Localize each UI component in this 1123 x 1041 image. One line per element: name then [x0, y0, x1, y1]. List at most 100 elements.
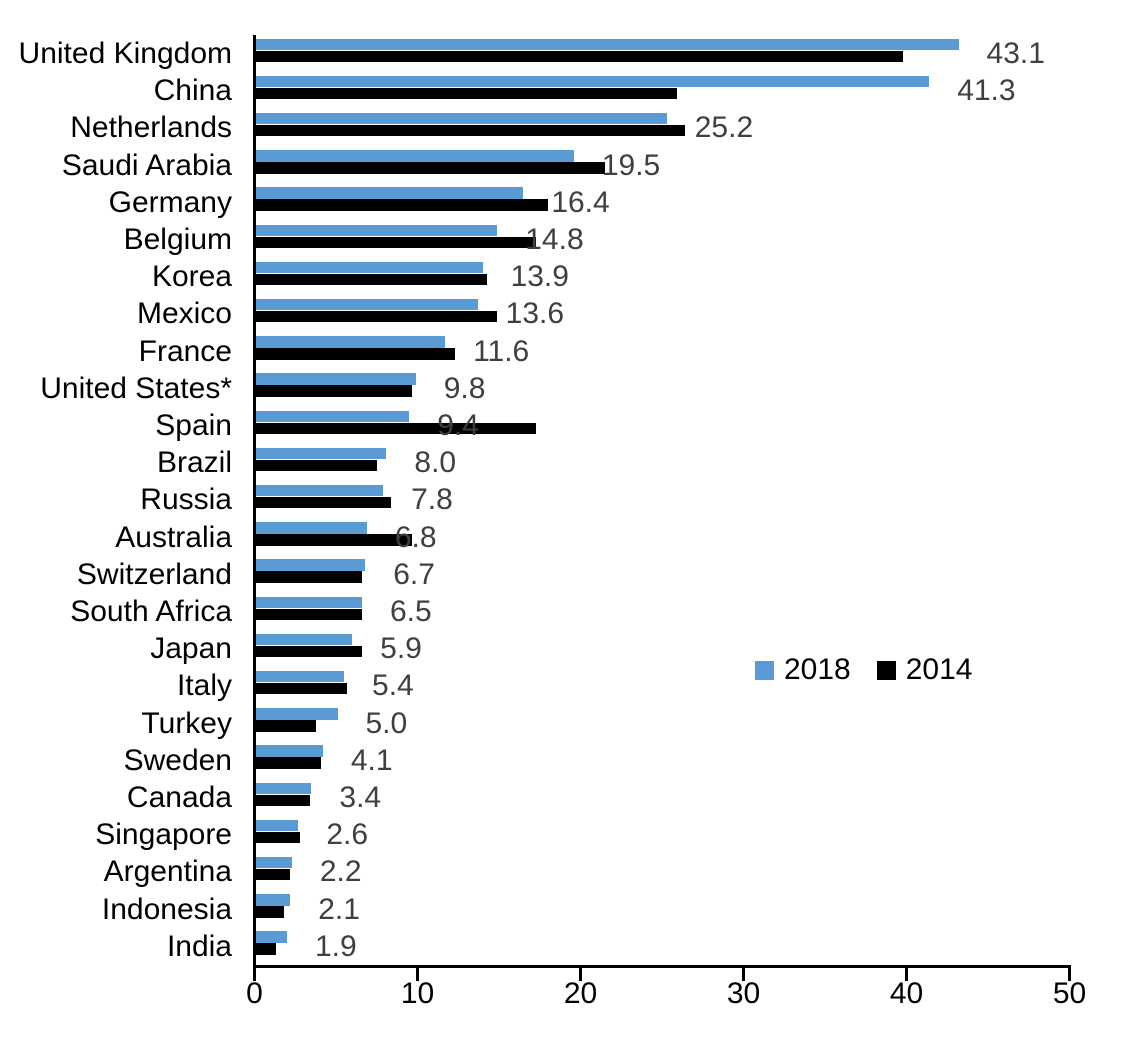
bar-2014-indonesia — [256, 906, 284, 918]
bar-2014-sweden — [256, 757, 322, 769]
bar-2014-brazil — [256, 459, 377, 472]
bar-2018-canada — [256, 782, 312, 794]
category-label-france: France — [138, 334, 232, 368]
bar-2018-germany — [256, 187, 524, 199]
legend-item-2014: 2014 — [876, 650, 973, 690]
category-label-singapore: Singapore — [95, 818, 232, 852]
bar-2014-france — [256, 348, 455, 360]
bar-2014-italy — [256, 682, 348, 695]
category-label-saudi-arabia: Saudi Arabia — [61, 148, 232, 182]
bar-2014-mexico — [256, 310, 498, 323]
value-label-indonesia: 2.1 — [318, 892, 360, 926]
bar-2018-india — [256, 931, 287, 943]
legend-label-2018: 2018 — [784, 653, 851, 686]
value-label-sweden: 4.1 — [350, 743, 393, 777]
bar-2014-spain — [256, 422, 537, 434]
x-tick-mark-40 — [905, 968, 908, 981]
y-axis-line — [253, 35, 256, 968]
x-tick-mark-0 — [253, 968, 256, 981]
x-tick-label-0: 0 — [246, 977, 263, 1010]
category-label-canada: Canada — [126, 781, 232, 814]
value-label-saudi-arabia: 19.5 — [601, 148, 661, 182]
bar-2018-saudi-arabia — [256, 150, 574, 162]
bar-2018-united-kingdom — [256, 38, 959, 50]
value-label-switzerland: 6.7 — [393, 557, 435, 591]
bar-2014-china — [256, 87, 677, 100]
value-label-france: 11.6 — [473, 334, 530, 368]
bar-2014-switzerland — [256, 571, 362, 583]
category-label-united-states-: United States* — [40, 371, 232, 405]
bar-2018-united-states- — [256, 373, 416, 385]
bar-2014-germany — [256, 199, 548, 211]
bar-2014-russia — [256, 496, 392, 509]
value-label-japan: 5.9 — [380, 632, 422, 666]
bar-2018-mexico — [256, 298, 478, 311]
x-tick-label-10: 10 — [400, 977, 435, 1010]
bar-2014-turkey — [256, 720, 317, 732]
category-label-russia: Russia — [140, 483, 232, 517]
bar-2018-south-africa — [256, 596, 362, 608]
category-label-germany: Germany — [108, 185, 232, 219]
value-label-china: 41.3 — [957, 74, 1016, 108]
legend-swatch-2014 — [876, 660, 896, 680]
bar-2018-australia — [256, 522, 367, 534]
x-tick-mark-20 — [579, 968, 582, 981]
bar-2014-belgium — [256, 236, 537, 248]
x-tick-label-40: 40 — [889, 977, 924, 1010]
bar-2014-united-states- — [256, 385, 413, 397]
category-label-belgium: Belgium — [123, 223, 232, 256]
value-label-germany: 16.4 — [551, 185, 610, 219]
bar-2014-japan — [256, 645, 362, 658]
bar-2018-france — [256, 336, 446, 348]
category-label-brazil: Brazil — [156, 446, 232, 480]
category-label-south-africa: South Africa — [70, 595, 232, 628]
bar-2014-australia — [256, 534, 413, 546]
x-tick-label-20: 20 — [563, 977, 598, 1010]
value-label-korea: 13.9 — [510, 260, 569, 294]
bar-2018-argentina — [256, 856, 292, 869]
bar-2018-china — [256, 75, 930, 88]
bar-2014-india — [256, 943, 276, 955]
x-tick-mark-50 — [1068, 968, 1071, 981]
x-tick-label-50: 50 — [1052, 977, 1087, 1010]
legend-label-2014: 2014 — [905, 653, 973, 686]
bar-2018-sweden — [256, 745, 323, 757]
bar-2018-korea — [256, 261, 483, 274]
value-label-canada: 3.4 — [339, 781, 382, 814]
bar-2018-japan — [256, 633, 353, 646]
value-label-russia: 7.8 — [411, 483, 453, 517]
category-label-italy: Italy — [176, 669, 232, 703]
value-label-mexico: 13.6 — [505, 297, 565, 331]
bar-2014-netherlands — [256, 124, 685, 137]
bar-2018-indonesia — [256, 894, 291, 906]
category-label-argentina: Argentina — [103, 855, 232, 889]
value-label-australia: 6.8 — [394, 520, 437, 554]
value-label-united-kingdom: 43.1 — [986, 37, 1045, 70]
value-label-brazil: 8.0 — [414, 446, 457, 480]
x-axis-line — [253, 965, 1071, 968]
value-label-belgium: 14.8 — [525, 223, 584, 256]
category-label-mexico: Mexico — [136, 297, 232, 331]
category-label-australia: Australia — [115, 520, 232, 554]
legend-item-2018: 2018 — [755, 650, 851, 690]
bar-2018-italy — [256, 670, 345, 683]
category-label-spain: Spain — [155, 409, 232, 442]
bar-2018-netherlands — [256, 112, 667, 125]
x-tick-mark-10 — [416, 968, 419, 981]
x-tick-mark-30 — [742, 968, 745, 981]
bar-2018-spain — [256, 410, 410, 422]
bar-2018-belgium — [256, 224, 498, 236]
category-label-korea: Korea — [151, 260, 232, 294]
bar-2018-russia — [256, 484, 384, 497]
bar-2014-south-africa — [256, 608, 362, 620]
legend-swatch-2018 — [755, 660, 774, 680]
legend: 2018 2014 — [755, 650, 973, 690]
value-label-singapore: 2.6 — [326, 818, 369, 852]
value-label-south-africa: 6.5 — [389, 595, 432, 628]
value-label-italy: 5.4 — [372, 669, 414, 703]
bar-2014-korea — [256, 273, 488, 286]
value-label-netherlands: 25.2 — [694, 111, 754, 145]
category-label-india: India — [166, 929, 232, 963]
bar-2018-switzerland — [256, 559, 366, 571]
